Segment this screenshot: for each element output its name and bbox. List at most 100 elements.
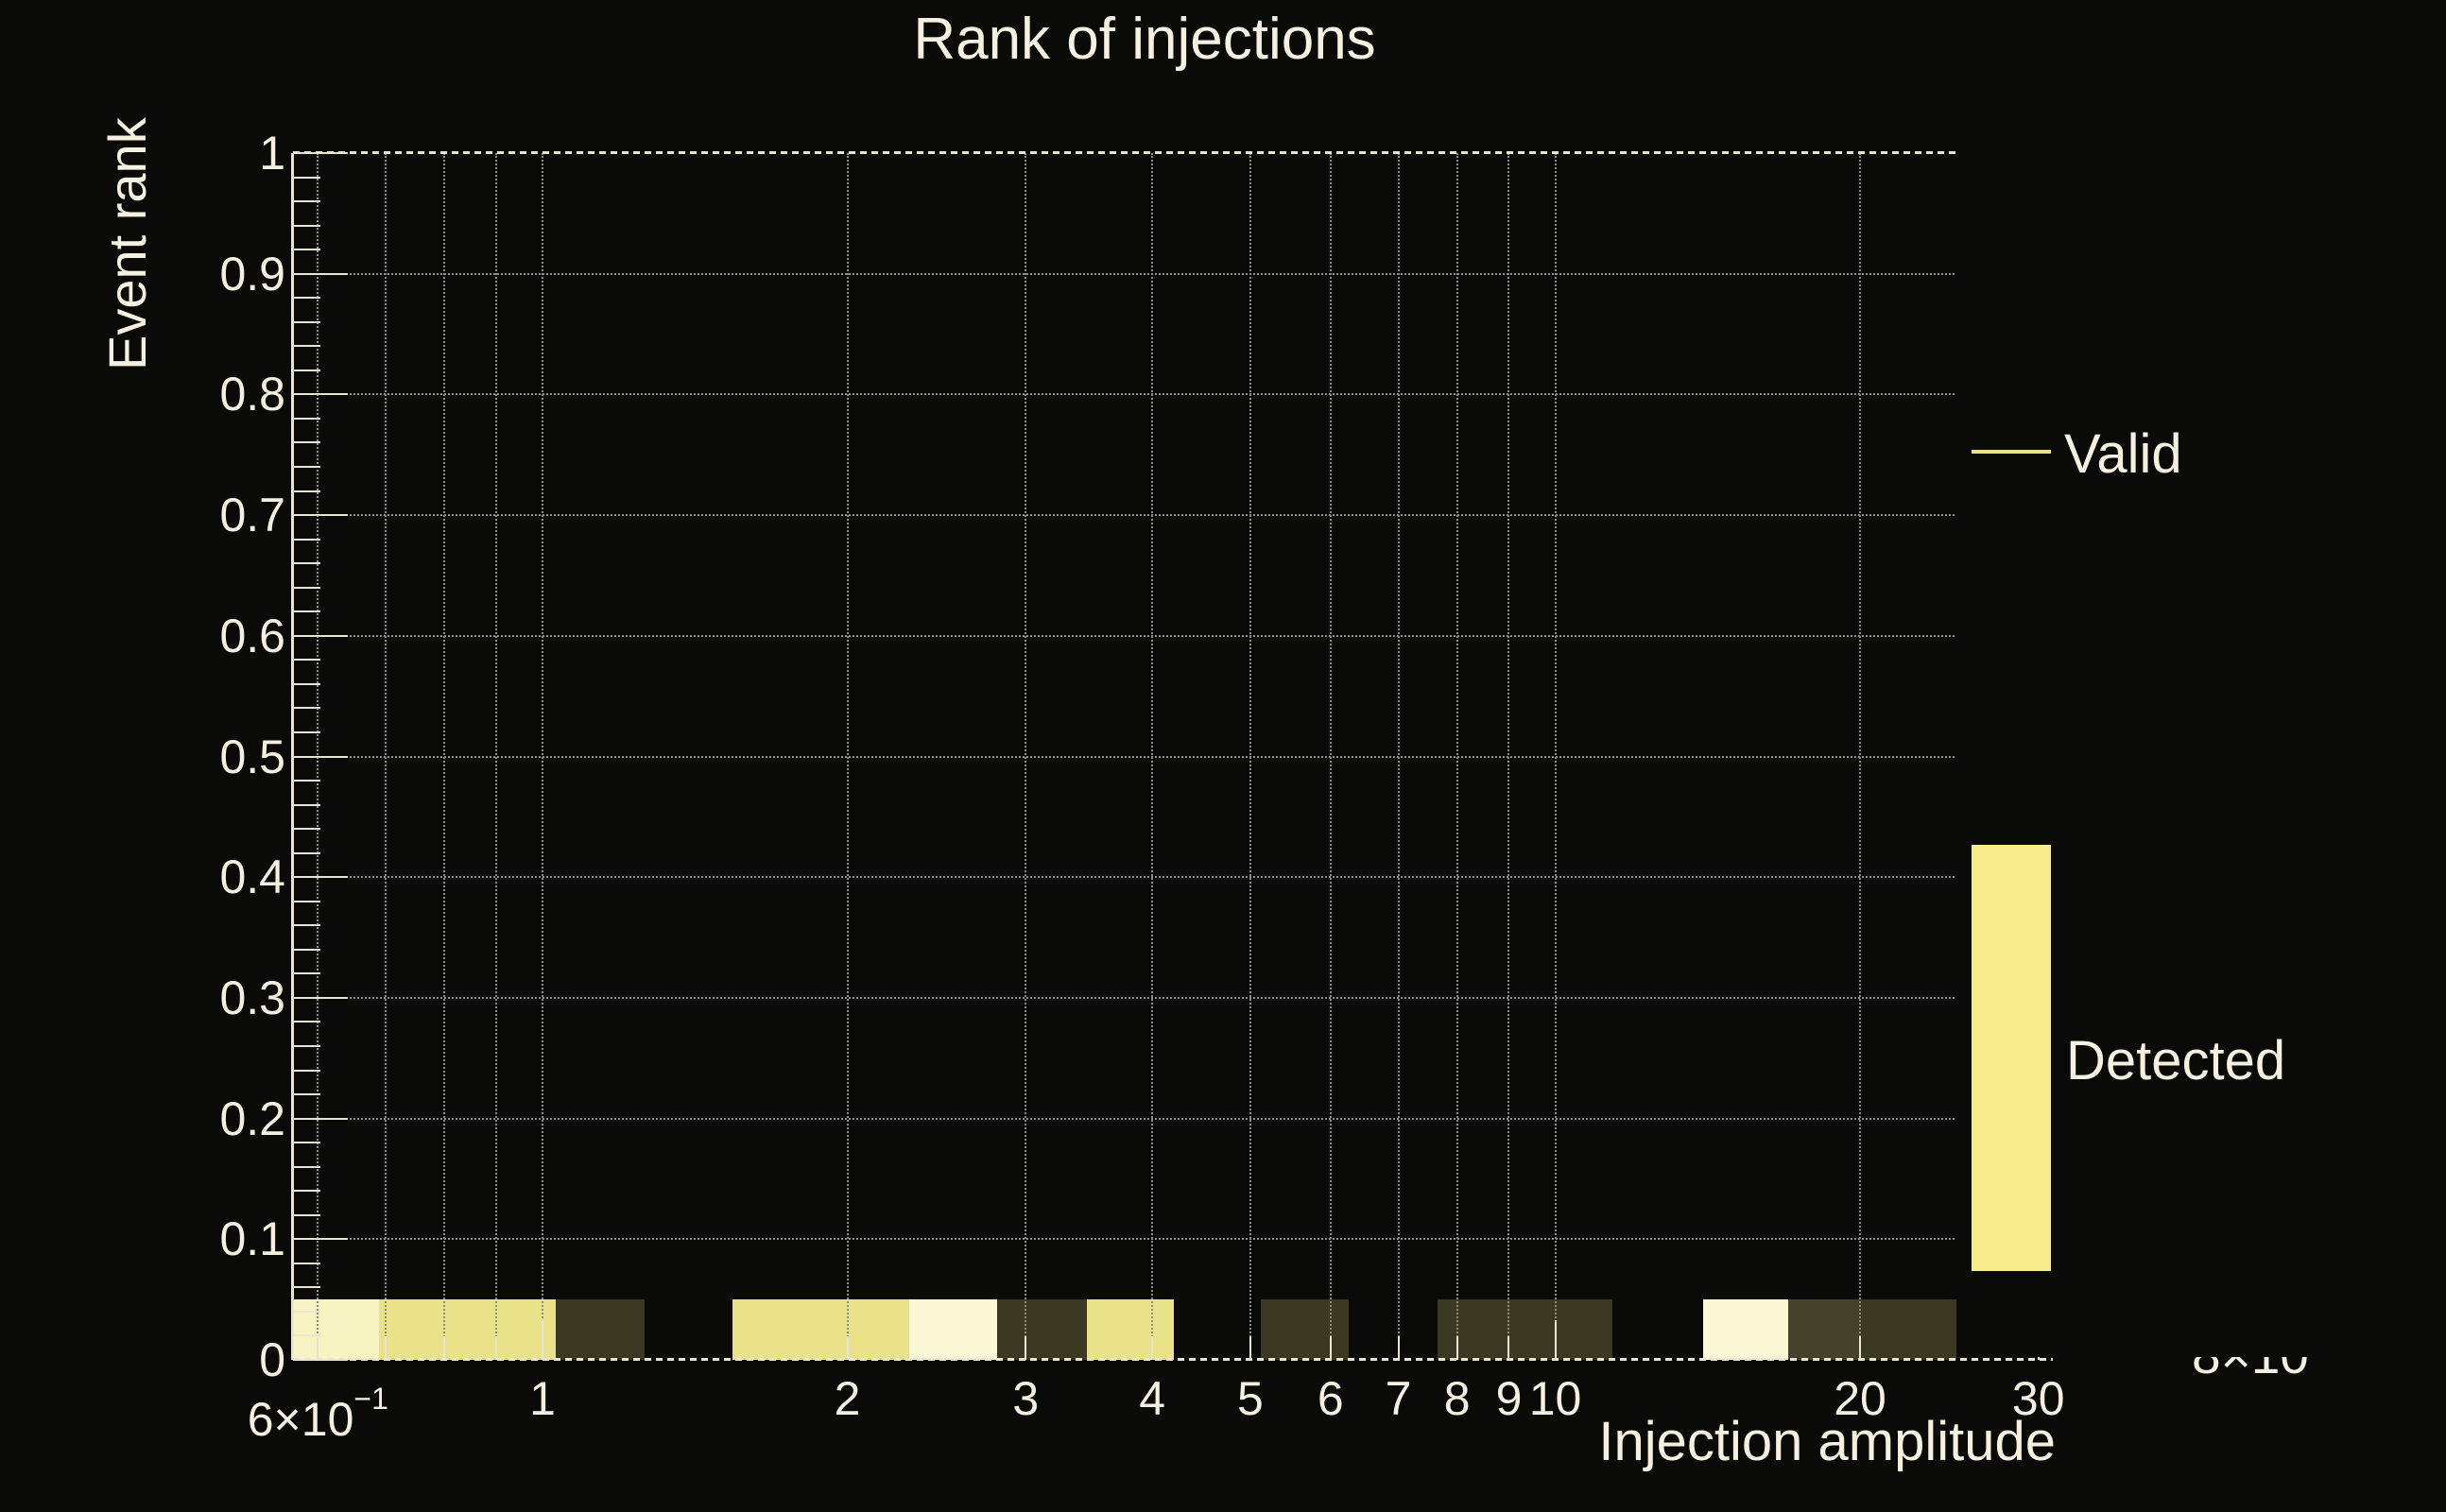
bar-segment (555, 1299, 645, 1360)
y-minor-tick (293, 369, 320, 371)
h-gridline (293, 1238, 2053, 1241)
y-major-tick (293, 514, 348, 517)
y-minor-tick (293, 466, 320, 469)
v-gridline (1151, 153, 1154, 1360)
h-gridline (293, 755, 2053, 758)
x-tick-label: 6×10−1 (247, 1382, 388, 1446)
y-minor-tick (293, 345, 320, 348)
v-gridline (846, 153, 849, 1360)
x-tick (495, 1336, 497, 1360)
y-major-tick (293, 393, 348, 396)
v-gridline (1859, 153, 1862, 1360)
y-minor-tick (293, 1213, 320, 1216)
y-axis-line (291, 153, 294, 1360)
y-minor-tick (293, 1021, 320, 1023)
legend: Valid Detected (1956, 113, 2429, 1357)
legend-detected-label: Detected (2066, 1030, 2286, 1091)
x-tick (1859, 1336, 1862, 1360)
v-gridline (1329, 153, 1332, 1360)
y-tick-label: 1 (259, 127, 285, 180)
y-minor-tick (293, 586, 320, 589)
y-minor-tick (293, 320, 320, 323)
y-minor-tick (293, 224, 320, 227)
v-gridline (1507, 153, 1510, 1360)
bar-segment (379, 1299, 556, 1360)
y-minor-tick (293, 948, 320, 951)
y-tick-label: 0.5 (219, 730, 285, 783)
x-tick (1456, 1336, 1458, 1360)
frame-top-line (293, 151, 2053, 154)
y-tick-label: 0.2 (219, 1091, 285, 1145)
y-minor-tick (293, 707, 320, 710)
x-tick (846, 1336, 849, 1360)
y-minor-tick (293, 828, 320, 831)
h-gridline (293, 272, 2053, 275)
y-minor-tick (293, 176, 320, 179)
h-gridline (293, 514, 2053, 517)
v-gridline (385, 153, 388, 1360)
x-tick-label: 5 (1237, 1372, 1264, 1425)
y-minor-tick (293, 1310, 320, 1313)
y-major-tick (293, 996, 348, 999)
legend-valid-line-swatch (1972, 450, 2051, 454)
x-tick (1507, 1336, 1510, 1360)
y-tick-label: 0.3 (219, 971, 285, 1024)
y-minor-tick (293, 562, 320, 565)
y-major-tick (293, 1238, 348, 1241)
y-minor-tick (293, 441, 320, 444)
v-gridline (542, 153, 544, 1360)
x-tick-label: 7 (1385, 1372, 1412, 1425)
chart-title: Rank of injections (913, 7, 1376, 72)
x-tick (1025, 1336, 1027, 1360)
y-minor-tick (293, 538, 320, 541)
bar-segment (732, 1299, 909, 1360)
x-tick-label: 6 (1317, 1372, 1344, 1425)
bar-segment (1438, 1299, 1613, 1360)
y-minor-tick (293, 610, 320, 613)
bar-segment (908, 1299, 997, 1360)
y-minor-tick (293, 803, 320, 806)
bar-segment (293, 1299, 380, 1360)
y-minor-tick (293, 417, 320, 420)
y-minor-tick (293, 682, 320, 685)
y-tick-label: 0 (259, 1333, 285, 1386)
bar-segment (1860, 1299, 1957, 1360)
y-tick-label: 0.7 (219, 489, 285, 542)
x-axis-title: Injection amplitude (1598, 1411, 2056, 1472)
y-tick-label: 0.4 (219, 850, 285, 904)
x-tick-label: 20 (1834, 1372, 1886, 1425)
v-gridline (1025, 153, 1027, 1360)
bar-segment (1788, 1299, 1861, 1360)
y-major-tick (293, 272, 348, 275)
y-minor-tick (293, 1093, 320, 1096)
x-tick (317, 1336, 319, 1360)
bar-segment (1087, 1299, 1174, 1360)
y-tick-label: 0.9 (219, 247, 285, 301)
exponent: −1 (353, 1382, 388, 1416)
x-tick-label: 10 (1528, 1372, 1582, 1425)
h-gridline (293, 634, 2053, 637)
v-gridline (1554, 153, 1557, 1360)
v-gridline (1397, 153, 1400, 1360)
v-gridline (495, 153, 497, 1360)
x-axis-line (293, 1358, 2053, 1361)
x-tick (385, 1336, 388, 1360)
x-tick-label: 1 (529, 1372, 556, 1425)
y-tick-label: 0.8 (219, 368, 285, 421)
y-minor-tick (293, 1262, 320, 1264)
y-minor-tick (293, 972, 320, 975)
y-minor-tick (293, 1190, 320, 1193)
y-minor-tick (293, 1044, 320, 1047)
y-minor-tick (293, 1069, 320, 1072)
x-tick-label: 3 (1012, 1372, 1040, 1425)
legend-detected-fill-swatch (1972, 845, 2051, 1271)
x-tick (1554, 1320, 1557, 1360)
bar-segment (996, 1299, 1088, 1360)
y-tick-label: 0.1 (219, 1212, 285, 1266)
v-gridline (443, 153, 446, 1360)
y-major-tick (293, 755, 348, 758)
bar-segment (1703, 1299, 1789, 1360)
h-gridline (293, 876, 2053, 879)
